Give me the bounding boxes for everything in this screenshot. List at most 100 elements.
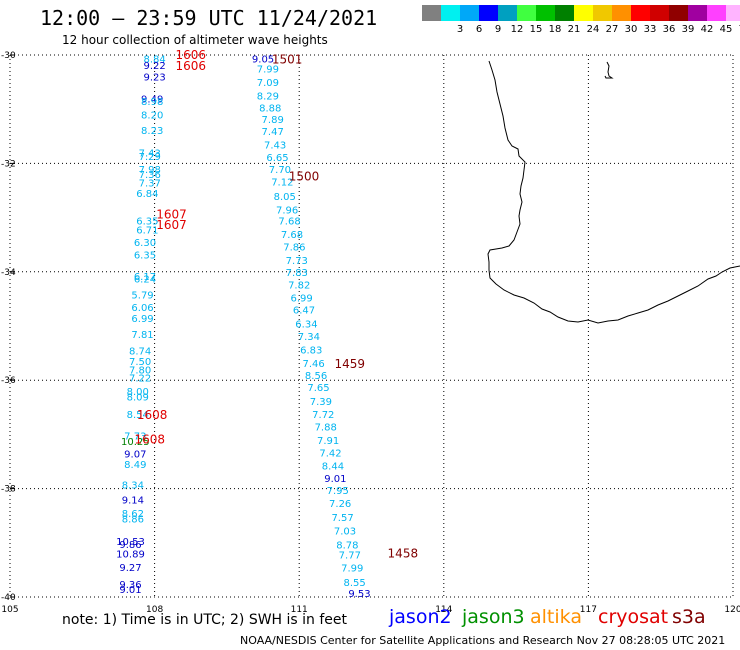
wave-height-label: 8.44: [322, 461, 344, 472]
pass-time-label: 1607: [156, 207, 187, 221]
satellite-legend-entry: cryosat: [598, 606, 669, 628]
lon-tick-label: 117: [580, 605, 597, 615]
color-scale-label: 36: [662, 24, 676, 35]
wave-height-label: 6.83: [300, 345, 322, 356]
color-scale-label: 15: [529, 24, 543, 35]
wave-height-label: 6.24: [134, 274, 156, 285]
wave-height-label: 7.98: [139, 165, 161, 176]
wave-height-label: 9.36: [119, 580, 141, 591]
wave-height-label: 8.74: [129, 346, 151, 357]
wave-height-label: 7.68: [281, 230, 303, 241]
lat-tick-label: -38: [1, 485, 16, 495]
wave-height-label: 7.99: [341, 564, 363, 575]
wave-height-label: 7.91: [317, 436, 339, 447]
wave-height-label: 8.29: [257, 92, 279, 103]
color-scale-label: 45: [719, 24, 733, 35]
wave-height-label: 8.00: [127, 387, 149, 398]
wave-height-label: 8.62: [122, 509, 144, 520]
color-scale-label: 30: [624, 24, 638, 35]
wave-height-label: 7.73: [124, 431, 146, 442]
wave-height-label: 9.86: [119, 540, 141, 551]
wave-height-label: 7.42: [319, 448, 341, 459]
wave-height-label: 6.34: [295, 319, 317, 330]
wave-height-label: 6.47: [293, 306, 315, 317]
pass-time-label: 1607: [156, 218, 187, 232]
lat-tick-label: -36: [1, 376, 16, 386]
wave-height-label: 7.86: [283, 242, 305, 253]
wave-height-label: 7.50: [129, 357, 151, 368]
pass-time-label: 1459: [335, 357, 366, 371]
color-scale-label: 3: [456, 24, 464, 35]
wave-height-label: 7.37: [139, 178, 161, 189]
page-subtitle: 12 hour collection of altimeter wave hei…: [62, 33, 328, 47]
lat-tick-label: -32: [1, 159, 16, 169]
wave-height-label: 7.73: [286, 256, 308, 267]
pass-time-label: 1458: [388, 547, 419, 561]
color-scale-label: 6: [475, 24, 483, 35]
lat-tick-label: -40: [1, 593, 16, 603]
wave-height-label: 5.79: [131, 291, 153, 302]
wave-height-label: 7.80: [129, 365, 151, 376]
color-scale-label: 33: [643, 24, 657, 35]
wave-height-label: 8.78: [336, 540, 358, 551]
wave-height-label: 7.47: [262, 127, 284, 138]
wave-height-label: 7.99: [257, 65, 279, 76]
wave-height-label: 7.89: [262, 115, 284, 126]
pass-time-label: 1500: [289, 169, 320, 183]
wave-height-label: 6.17: [134, 272, 156, 283]
wave-height-label: 9.23: [143, 73, 165, 84]
wave-height-label: 9.14: [122, 495, 144, 506]
wave-height-label: 8.54: [127, 410, 149, 421]
color-scale-label: 18: [548, 24, 562, 35]
wave-height-label: 7.72: [312, 410, 334, 421]
wave-height-label: 6.99: [131, 314, 153, 325]
color-scale-label: 70: [736, 24, 740, 35]
wave-height-label: 9.53: [348, 589, 370, 600]
wave-height-label: 7.68: [278, 216, 300, 227]
wave-height-label: 8.23: [141, 126, 163, 137]
footer-credit: NOAA/NESDIS Center for Satellite Applica…: [240, 634, 726, 647]
australia-coastline: [487, 60, 740, 324]
color-scale-label: 24: [586, 24, 600, 35]
color-scale-label: 21: [567, 24, 581, 35]
wave-height-label: 10.53: [116, 537, 145, 548]
wave-height-label: 6.71: [136, 226, 158, 237]
pass-time-label: 1608: [135, 433, 166, 447]
wave-height-label: 7.83: [286, 268, 308, 279]
pass-time-label: 1606: [175, 59, 206, 73]
wave-height-label: 8.55: [343, 578, 365, 589]
wave-height-label: 7.65: [307, 383, 329, 394]
wave-height-label: 8.34: [122, 480, 144, 491]
lon-tick-label: 108: [146, 605, 163, 615]
wave-height-label: 6.35: [136, 216, 158, 227]
pass-time-label: 1501: [272, 52, 303, 66]
wave-height-label: 10.25: [121, 437, 150, 448]
color-scale-swatch: [726, 5, 740, 21]
wave-height-label: 8.84: [143, 54, 165, 65]
lon-tick-label: 105: [1, 605, 18, 615]
wave-height-label: 7.57: [331, 513, 353, 524]
wave-height-label: 8.88: [259, 104, 281, 115]
satellite-legend-entry: altika: [530, 606, 582, 628]
wave-height-label: 7.22: [129, 373, 151, 384]
wave-height-label: 9.22: [143, 61, 165, 72]
wave-height-label: 7.70: [269, 165, 291, 176]
wave-height-label: 9.49: [141, 94, 163, 105]
wave-height-label: 8.56: [305, 371, 327, 382]
wave-height-label: 6.35: [134, 250, 156, 261]
wave-height-label: 7.43: [139, 149, 161, 160]
wave-height-label: 7.46: [303, 359, 325, 370]
wave-height-label: 7.81: [131, 330, 153, 341]
wave-height-label: 7.34: [298, 332, 320, 343]
color-scale-label: 12: [510, 24, 524, 35]
wave-height-label: 8.09: [127, 392, 149, 403]
color-scale-label: 39: [681, 24, 695, 35]
wave-height-label: 6.30: [134, 238, 156, 249]
wave-height-label: 7.95: [327, 486, 349, 497]
wave-height-label: 9.01: [324, 474, 346, 485]
satellite-legend-entry: jason2: [389, 606, 452, 628]
wave-height-label: 6.06: [131, 303, 153, 314]
wave-height-label: 8.20: [141, 111, 163, 122]
